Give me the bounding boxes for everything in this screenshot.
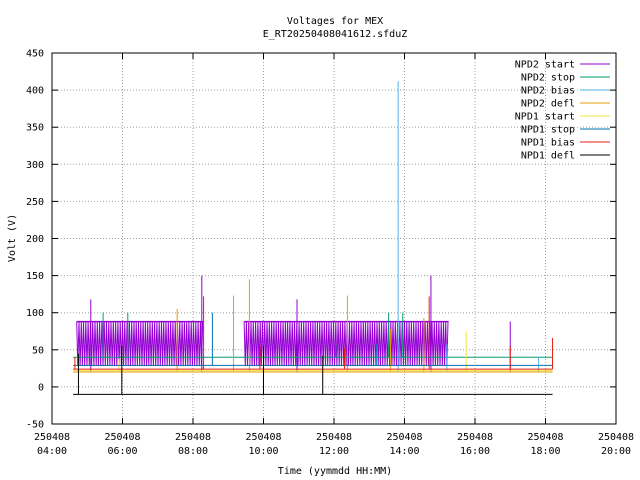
x-tick-label-time: 20:00 xyxy=(601,446,631,457)
x-tick-label-time: 08:00 xyxy=(178,446,208,457)
x-tick-label-date: 250408 xyxy=(386,432,422,443)
y-tick-label: 150 xyxy=(26,271,44,282)
legend-label: NPD1 bias xyxy=(521,138,575,149)
plot-area xyxy=(73,81,554,395)
y-tick-label: 0 xyxy=(38,382,44,393)
chart-title: Voltages for MEX xyxy=(287,16,383,27)
x-tick-label-time: 06:00 xyxy=(107,446,137,457)
x-tick-label-time: 04:00 xyxy=(37,446,67,457)
y-tick-label: 50 xyxy=(32,345,44,356)
legend-label: NPD1 start xyxy=(515,112,575,123)
x-tick-label-date: 250408 xyxy=(527,432,563,443)
series-band xyxy=(243,321,449,367)
y-tick-label: 250 xyxy=(26,197,44,208)
legend-label: NPD2 stop xyxy=(521,73,575,84)
y-tick-label: 100 xyxy=(26,308,44,319)
series-npd1-defl xyxy=(73,346,553,395)
x-tick-label-date: 250408 xyxy=(245,432,281,443)
x-tick-label-time: 12:00 xyxy=(319,446,349,457)
y-tick-label: 400 xyxy=(26,86,44,97)
y-axis-label: Volt (V) xyxy=(7,214,18,262)
series-band xyxy=(76,321,204,367)
x-axis: 250408 04:00 250408 06:00 250408 08:00 250408 1… xyxy=(34,53,634,457)
x-tick-label-date: 250408 xyxy=(34,432,70,443)
y-tick-label: 450 xyxy=(26,49,44,60)
legend-label: NPD1 stop xyxy=(521,125,575,136)
y-tick-label: 300 xyxy=(26,160,44,171)
legend: NPD2 start NPD2 stop NPD2 bias NPD2 defl NPD… xyxy=(515,60,610,162)
legend-label: NPD2 start xyxy=(515,60,575,71)
y-tick-label: 200 xyxy=(26,234,44,245)
chart-subtitle: E_RT20250408041612.sfduZ xyxy=(263,29,408,40)
legend-label: NPD2 defl xyxy=(521,99,575,110)
x-tick-label-date: 250408 xyxy=(104,432,140,443)
y-tick-label: 350 xyxy=(26,123,44,134)
x-tick-label-date: 250408 xyxy=(457,432,493,443)
x-tick-label-date: 250408 xyxy=(175,432,211,443)
x-tick-label-time: 14:00 xyxy=(389,446,419,457)
x-tick-label-date: 250408 xyxy=(598,432,634,443)
x-tick-label-time: 18:00 xyxy=(530,446,560,457)
series-npd1-bias xyxy=(73,296,554,370)
legend-label: NPD1 defl xyxy=(521,151,575,162)
x-tick-label-date: 250408 xyxy=(316,432,352,443)
y-tick-label: -50 xyxy=(26,420,44,431)
y-axis: -50 0 50 100 150 200 250 300 350 400 450 xyxy=(26,49,616,431)
series-npd2-stop xyxy=(73,312,553,358)
series-npd1-stop xyxy=(73,312,553,366)
legend-label: NPD2 bias xyxy=(521,86,575,97)
x-axis-label: Time (yymmdd HH:MM) xyxy=(278,466,392,477)
x-tick-label-time: 16:00 xyxy=(460,446,490,457)
x-tick-label-time: 10:00 xyxy=(248,446,278,457)
